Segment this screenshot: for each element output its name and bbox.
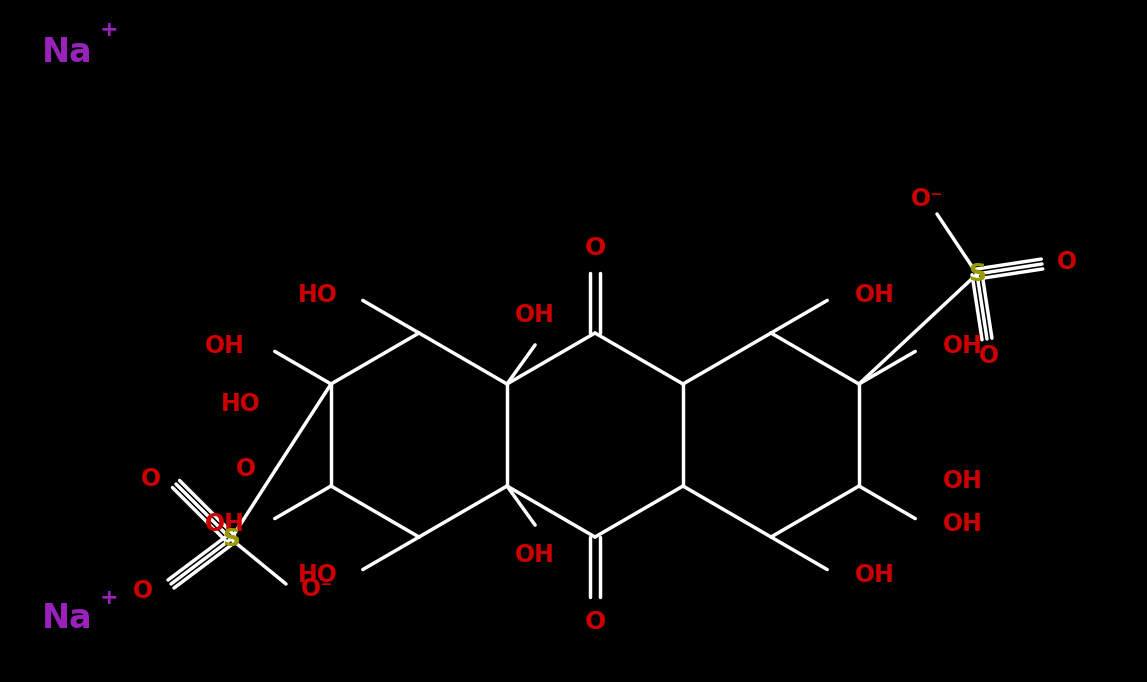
Text: O: O	[1058, 250, 1077, 274]
Text: O: O	[141, 467, 161, 491]
Text: S: S	[968, 262, 986, 286]
Text: OH: OH	[943, 512, 983, 535]
Text: OH: OH	[856, 563, 895, 587]
Text: OH: OH	[943, 469, 983, 493]
Text: O⁻: O⁻	[301, 577, 334, 601]
Text: Na: Na	[42, 35, 93, 68]
Text: HO: HO	[221, 392, 262, 416]
Text: OH: OH	[205, 334, 244, 359]
Text: O: O	[133, 579, 153, 603]
Text: O: O	[584, 610, 606, 634]
Text: OH: OH	[515, 303, 555, 327]
Text: O⁻: O⁻	[911, 187, 943, 211]
Text: HO: HO	[298, 284, 337, 308]
Text: +: +	[100, 588, 118, 608]
Text: O: O	[236, 457, 256, 481]
Text: OH: OH	[205, 512, 244, 535]
Text: HO: HO	[298, 563, 337, 587]
Text: Na: Na	[42, 602, 93, 634]
Text: O: O	[584, 236, 606, 260]
Text: O: O	[978, 344, 999, 368]
Text: +: +	[100, 20, 118, 40]
Text: OH: OH	[515, 543, 555, 567]
Text: S: S	[223, 527, 240, 551]
Text: OH: OH	[856, 284, 895, 308]
Text: OH: OH	[943, 334, 983, 359]
